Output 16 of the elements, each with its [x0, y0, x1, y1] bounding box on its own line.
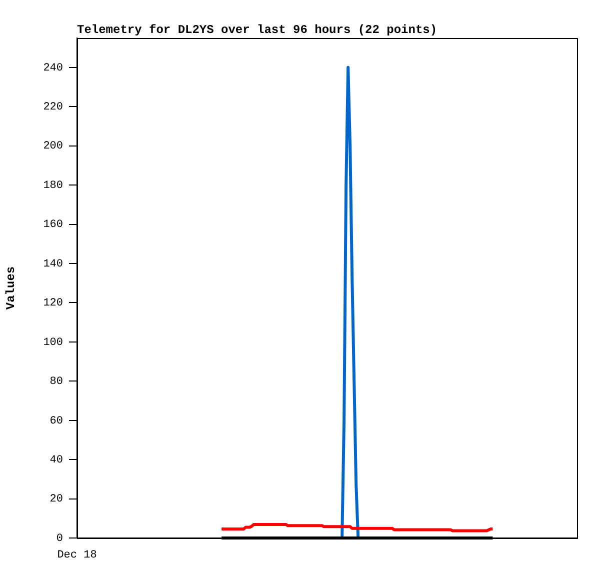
y-tick-label: 20 [50, 494, 63, 506]
y-axis-title: Values [4, 266, 18, 310]
chart-title: Telemetry for DL2YS over last 96 hours (22 points) [77, 23, 438, 38]
y-tick-label: 200 [43, 140, 63, 153]
y-tick-label: 180 [43, 180, 63, 192]
y-tick-label: 160 [43, 219, 63, 232]
y-tick-label: 40 [50, 454, 63, 466]
y-tick-label: 220 [43, 102, 63, 114]
y-tick-label: 0 [56, 532, 63, 545]
y-tick-label: 240 [43, 62, 63, 74]
y-tick-label: 140 [43, 258, 63, 270]
y-tick-label: 60 [50, 415, 63, 428]
y-tick-label: 80 [50, 376, 63, 388]
x-tick-label: Dec 18 [57, 550, 97, 562]
y-tick-label: 100 [43, 336, 63, 349]
y-tick-label: 120 [43, 298, 63, 310]
